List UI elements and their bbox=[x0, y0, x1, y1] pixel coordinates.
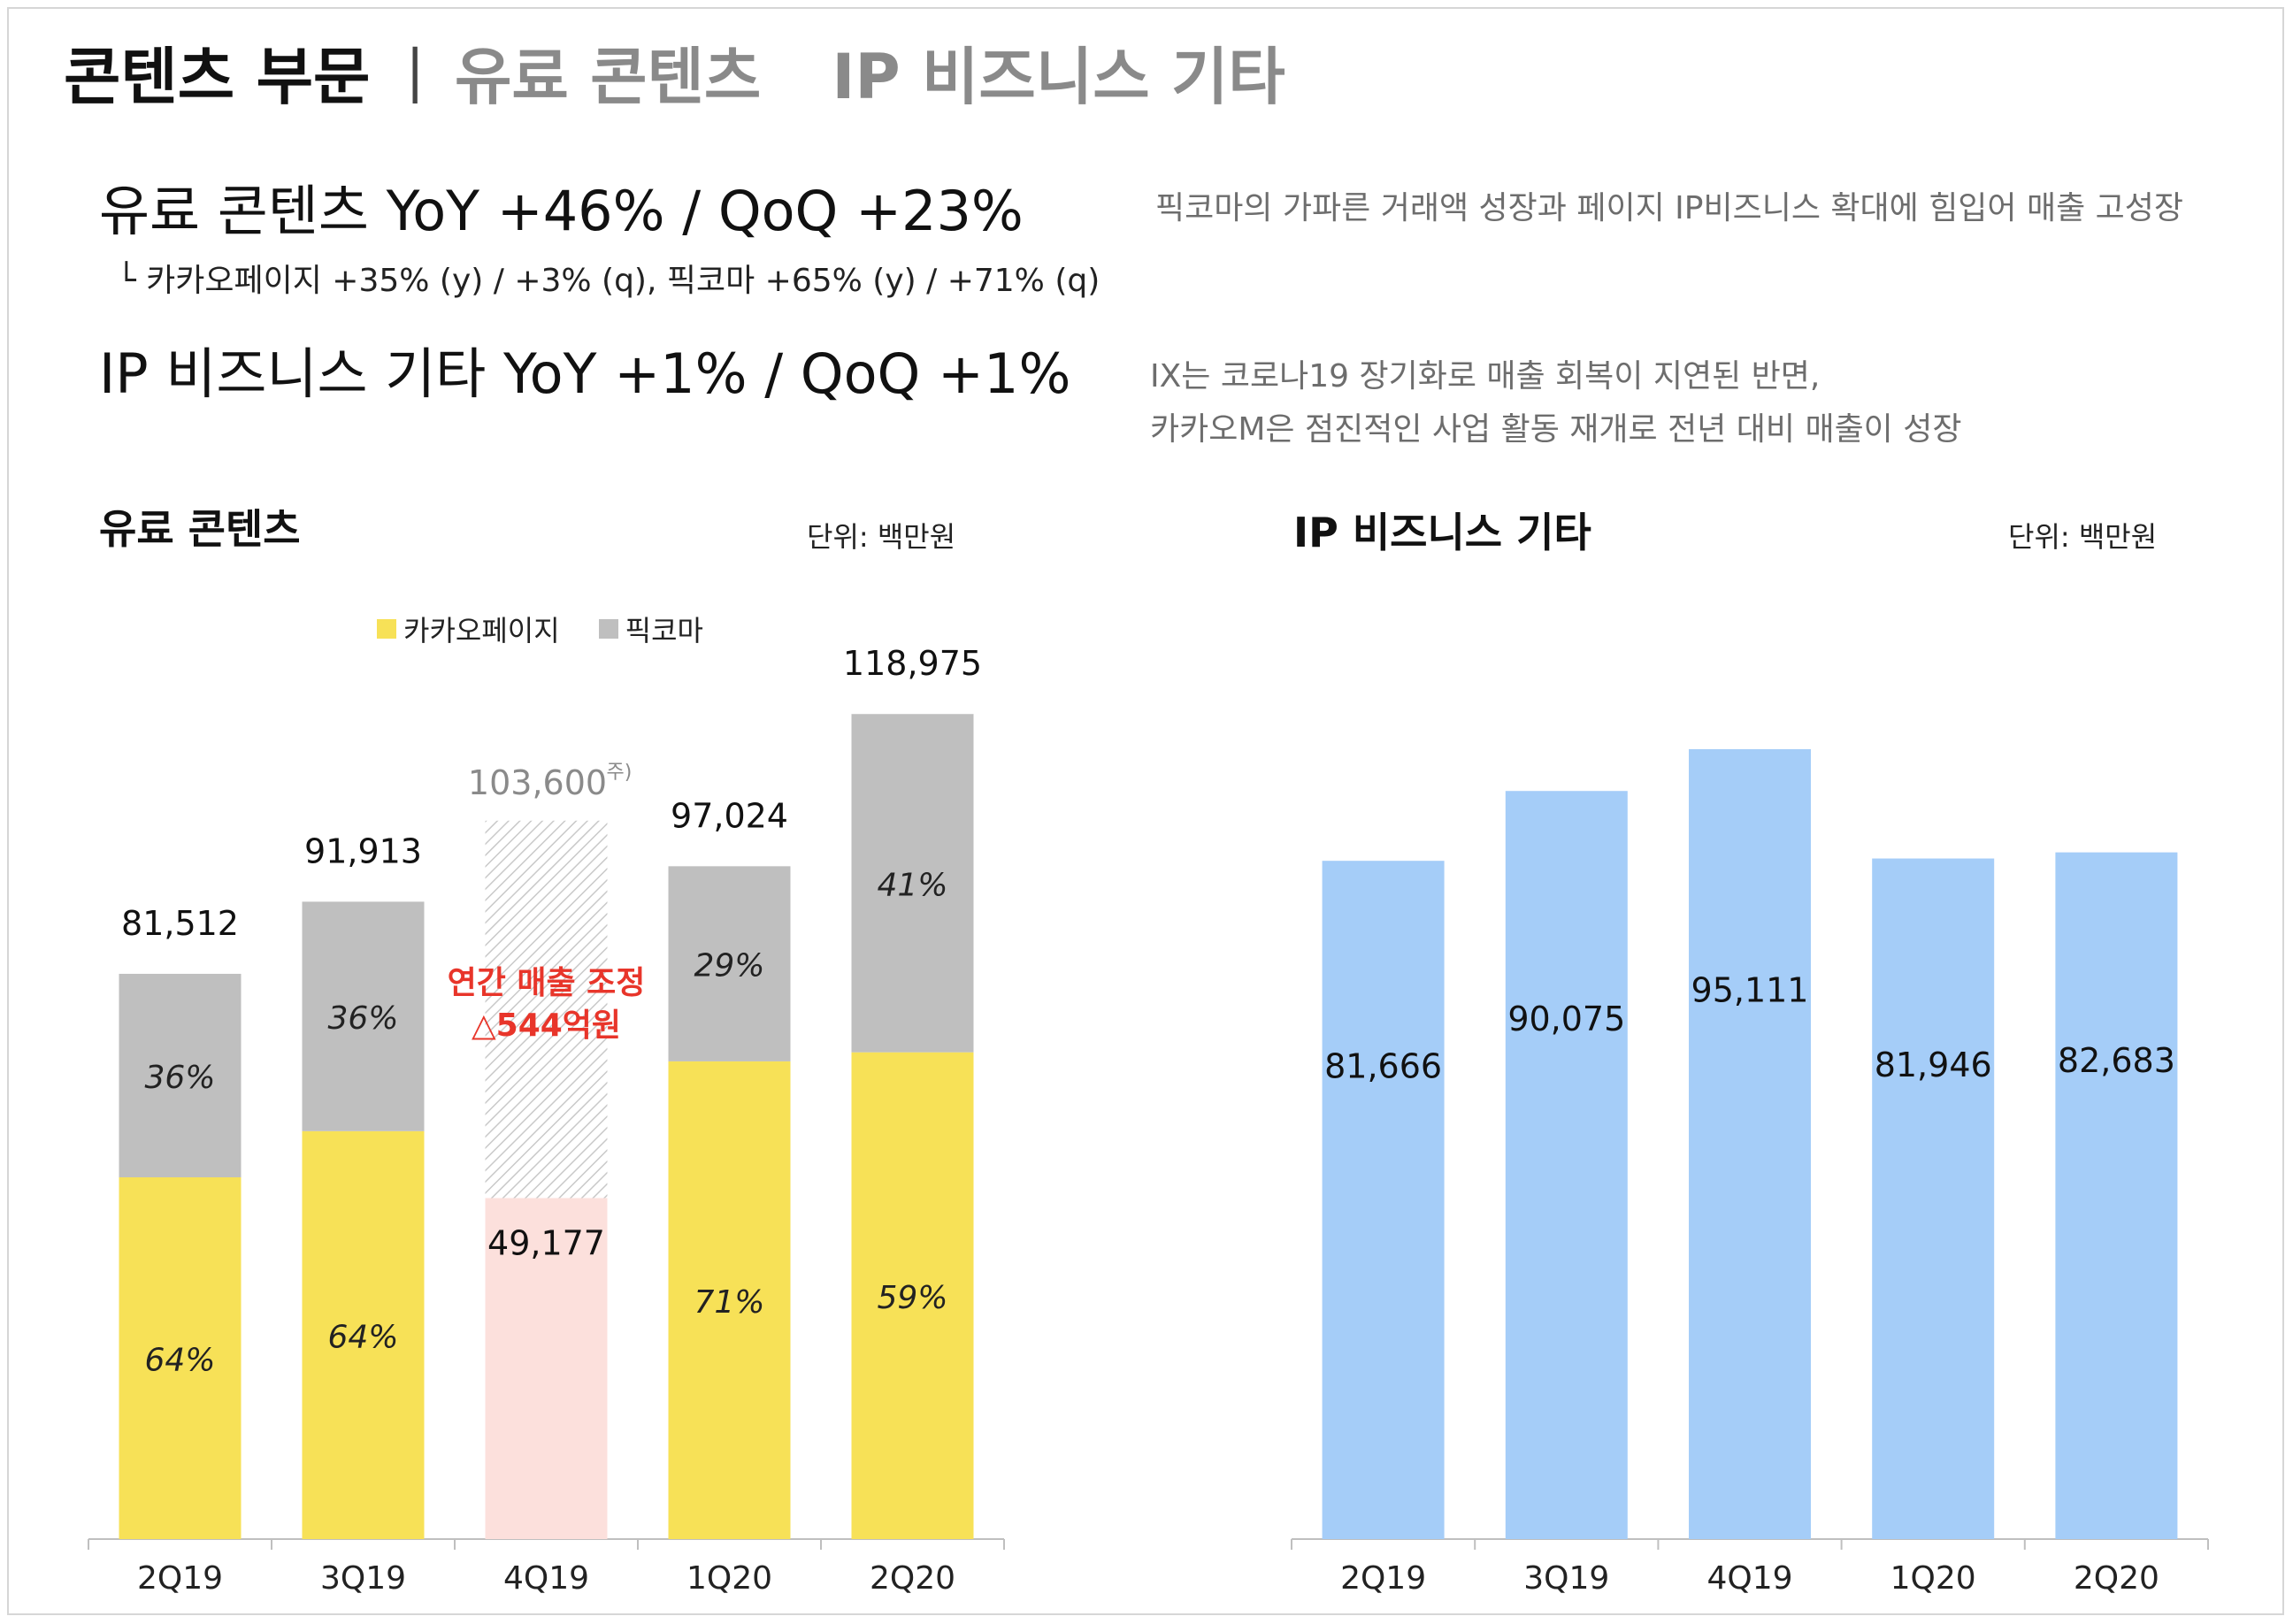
bar-total-label: 97,024 bbox=[671, 796, 788, 835]
legend-swatch-piccoma bbox=[598, 619, 618, 639]
bar-value-label: 81,946 bbox=[1875, 1046, 1992, 1084]
page-header: 콘텐츠 부문 | 유료 콘텐츠 IP 비즈니스 기타 bbox=[64, 23, 1285, 120]
bar-kakaopage-2Q19 bbox=[119, 1177, 242, 1539]
title-separator: | bbox=[405, 39, 425, 104]
headline-paid-content-detail: └ 카카오페이지 +35% (y) / +3% (q), 픽코마 +65% (y… bbox=[117, 263, 1100, 299]
note-ip-business-line1: IX는 코로나19 장기화로 매출 회복이 지연된 반면, bbox=[1150, 358, 1821, 395]
legend-label-kakaopage: 카카오페이지 bbox=[403, 614, 560, 647]
chart-title-paid-content: 유료 콘텐츠 bbox=[99, 505, 301, 553]
share-label-kakaopage: 59% bbox=[877, 1280, 947, 1316]
bar-total-label: 118,975 bbox=[843, 644, 982, 683]
x-tick-label: 3Q19 bbox=[320, 1560, 406, 1597]
bar-ip-2Q19 bbox=[1322, 861, 1445, 1539]
chart-unit-paid-content: 단위: 백만원 bbox=[807, 520, 956, 554]
share-label-piccoma: 29% bbox=[694, 948, 764, 984]
note-ip-business-line2: 카카오M은 점진적인 사업 활동 재개로 전년 대비 매출이 성장 bbox=[1150, 411, 1962, 448]
headline-ip-business: IP 비즈니스 기타 YoY +1% / QoQ +1% bbox=[99, 341, 1071, 406]
bar-total-label: 91,913 bbox=[304, 831, 422, 870]
legend-label-piccoma: 픽코마 bbox=[625, 614, 703, 647]
share-label-kakaopage: 64% bbox=[144, 1343, 215, 1379]
x-tick-label: 4Q19 bbox=[503, 1560, 589, 1597]
bar-piccoma-2Q20 bbox=[851, 714, 974, 1053]
chart-unit-ip-business: 단위: 백만원 bbox=[2008, 520, 2158, 554]
bar-ip-2Q20 bbox=[2055, 852, 2178, 1539]
share-label-piccoma: 36% bbox=[144, 1060, 215, 1096]
x-tick-label: 2Q20 bbox=[2074, 1560, 2159, 1597]
x-tick-label: 2Q19 bbox=[137, 1560, 223, 1597]
legend-item-kakaopage: 카카오페이지 bbox=[377, 609, 560, 649]
legend-item-piccoma: 픽코마 bbox=[598, 609, 703, 649]
adjustment-note-line1: 연간 매출 조정 bbox=[448, 965, 646, 1001]
bar-total-label: 103,600 bbox=[468, 763, 607, 802]
legend-swatch-kakaopage bbox=[377, 619, 396, 639]
bar-piccoma-1Q20 bbox=[668, 866, 791, 1061]
bar-piccoma-2Q19 bbox=[119, 973, 242, 1178]
bar-adjustment-4Q19 bbox=[485, 820, 608, 1199]
page-title: 콘텐츠 부문 bbox=[64, 40, 371, 113]
share-label-kakaopage: 71% bbox=[694, 1284, 764, 1321]
bar-piccoma-3Q19 bbox=[302, 901, 425, 1131]
bar-ip-4Q19 bbox=[1689, 748, 1811, 1539]
x-tick-label: 4Q19 bbox=[1706, 1560, 1792, 1597]
bar-ip-1Q20 bbox=[1872, 858, 1995, 1539]
total-footnote-mark: 주) bbox=[607, 762, 633, 784]
bar-kakaopage-1Q20 bbox=[668, 1061, 791, 1539]
bar-total-label: 81,512 bbox=[121, 904, 239, 943]
x-tick-label: 1Q20 bbox=[686, 1560, 772, 1597]
share-label-piccoma: 41% bbox=[877, 867, 947, 903]
adjustment-note-line2: △544억원 bbox=[472, 1007, 621, 1044]
x-tick-label: 3Q19 bbox=[1523, 1560, 1609, 1597]
bar-value-label: 90,075 bbox=[1507, 1000, 1625, 1038]
bar-ip-3Q19 bbox=[1505, 791, 1628, 1539]
chart-ip-business: 81,666 2Q19 90,075 3Q19 95,111 4Q19 81,946 1Q20… bbox=[1291, 748, 2209, 1597]
bar-value-label: 81,666 bbox=[1324, 1047, 1442, 1086]
share-label-kakaopage: 64% bbox=[327, 1319, 398, 1355]
bar-base-4Q19 bbox=[485, 1198, 608, 1539]
slide-frame bbox=[7, 7, 2284, 1615]
note-paid-content: 픽코마의 가파른 거래액 성장과 페이지 IP비즈니스 확대에 힘입어 매출 고… bbox=[1155, 190, 2184, 226]
share-label-piccoma: 36% bbox=[327, 1000, 398, 1037]
x-tick-label: 1Q20 bbox=[1890, 1560, 1976, 1597]
bar-value-label: 82,683 bbox=[2058, 1041, 2175, 1080]
x-tick-label: 2Q20 bbox=[870, 1560, 955, 1597]
bar-base-label: 49,177 bbox=[487, 1223, 605, 1262]
bar-kakaopage-3Q19 bbox=[302, 1130, 425, 1539]
headline-paid-content: 유료 콘텐츠 YoY +46% / QoQ +23% bbox=[99, 179, 1024, 243]
bar-kakaopage-2Q20 bbox=[851, 1052, 974, 1539]
x-tick-label: 2Q19 bbox=[1340, 1560, 1426, 1597]
chart-legend: 카카오페이지 픽코마 bbox=[377, 609, 742, 649]
section-label-paid-content: 유료 콘텐츠 bbox=[454, 40, 762, 113]
chart-title-ip-business: IP 비즈니스 기타 bbox=[1293, 509, 1591, 556]
chart-paid-content: 64% 36% 81,512 2Q19 64% 36% 91,913 3Q19 49,177 연간… bbox=[88, 644, 1005, 1597]
section-label-ip-business: IP 비즈니스 기타 bbox=[832, 40, 1285, 113]
bar-value-label: 95,111 bbox=[1691, 971, 1809, 1010]
